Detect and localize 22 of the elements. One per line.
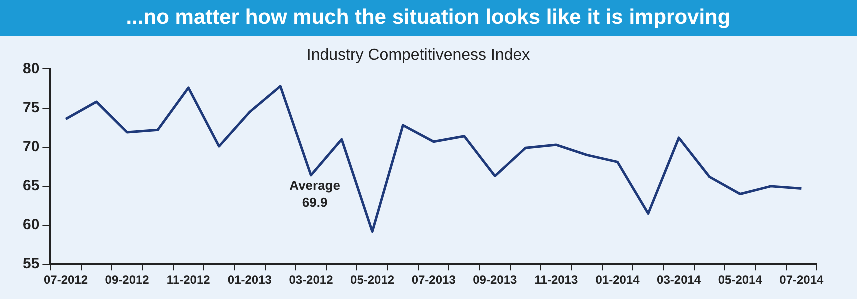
y-tick-label: 60 [22,216,40,234]
y-tick-label: 65 [22,178,40,195]
y-tick-label: 75 [22,99,40,116]
x-tick-label: 05-2012 [350,273,395,288]
x-tick-label: 11-2013 [534,273,578,288]
x-tick-label: 09-2012 [105,273,150,288]
y-tick-label: 70 [22,138,40,156]
x-tick-label: 01-2013 [228,273,272,288]
x-tick-label: 03-2014 [657,273,702,288]
x-tick-label: 07-2012 [44,273,88,288]
x-tick-label: 01-2014 [596,273,640,288]
x-tick-label: 11-2012 [166,273,211,288]
x-tick-label: 09-2013 [473,273,518,288]
x-tick-label: 07-2013 [412,273,456,288]
x-tick-label: 03-2012 [289,273,334,288]
x-tick-label: 05-2014 [718,273,763,288]
x-tick-label: 07-2014 [780,273,824,288]
annotation: Average 69.9 [290,178,340,210]
chart-title: ...no matter how much the situation looks like it is improving [0,0,857,36]
y-tick-label: 55 [22,256,40,273]
y-tick-label: 80 [22,60,40,78]
chart-subtitle: Industry Competitiveness Index [306,47,530,64]
